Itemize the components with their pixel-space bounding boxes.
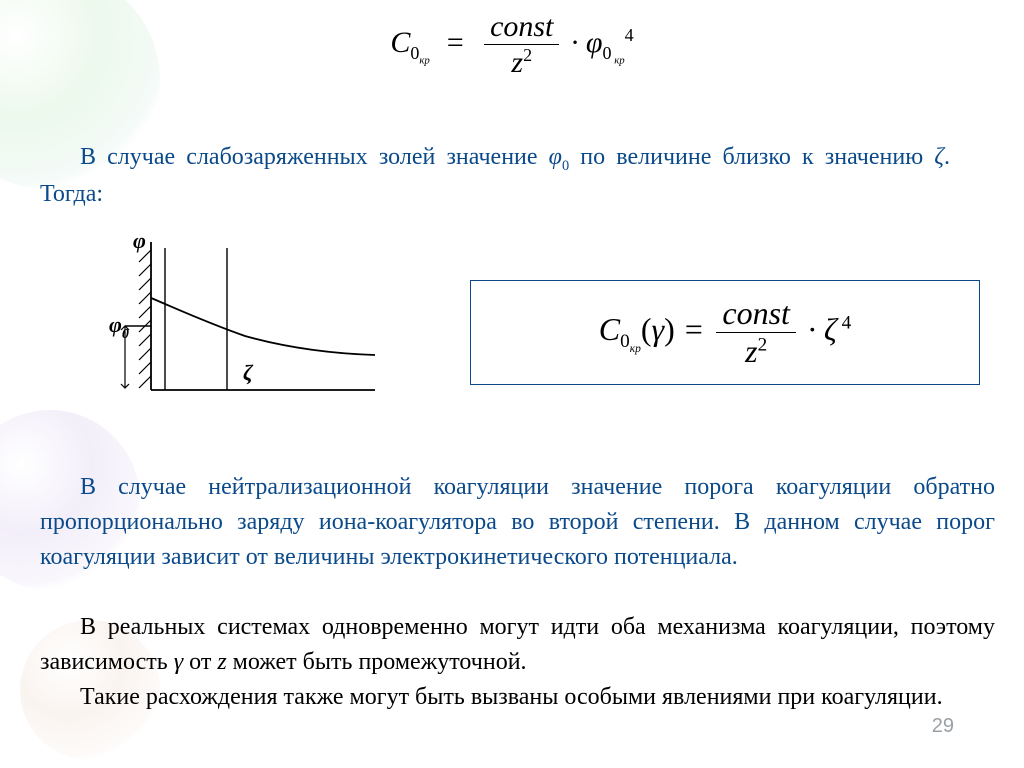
eq1-fraction: const z2 <box>484 10 559 80</box>
slide-page: C0кр = const z2 · φ0 кр4 В случае слабоз… <box>0 0 1024 768</box>
eq1-lhs-var: C <box>390 26 410 59</box>
eq1-den-var: z <box>511 46 523 79</box>
paragraph-2: В случае нейтрализационной коагуляции зн… <box>40 470 995 574</box>
graph-hatching <box>139 250 151 388</box>
eq1-den-pow: 2 <box>523 45 532 65</box>
graph-xlabel: ζ <box>243 360 254 385</box>
eq2-lhs-var: C <box>599 311 620 347</box>
p4-text: Такие расхождения также могут быть вызва… <box>80 684 943 710</box>
eq2-lhs-sub1: 0 <box>620 331 630 352</box>
potential-decay-graph: φ φ0 ζ <box>105 230 385 430</box>
p3-text-c: может быть промежуточной. <box>227 649 527 675</box>
eq2-frac-num: const <box>716 295 796 333</box>
eq1-frac-den: z2 <box>484 45 559 80</box>
eq2-den-pow: 2 <box>758 334 768 355</box>
graph-y0label-main: φ <box>109 312 122 337</box>
graph-decay-curve <box>151 298 375 355</box>
p1-zeta: ζ <box>934 144 944 170</box>
eq1-rhs-sub2: кр <box>612 54 625 66</box>
eq2-lhs-sub2: кр <box>630 343 641 355</box>
p3-gamma: γ <box>174 649 183 675</box>
paragraph-4: Такие расхождения также могут быть вызва… <box>40 680 995 715</box>
p1-text-b: по величине близко к значению <box>569 144 934 170</box>
eq2-frac-den: z2 <box>716 333 796 370</box>
equation-box: C0кр(γ) = const z2 · ζ 4 <box>470 280 980 385</box>
page-number: 29 <box>932 715 954 738</box>
eq2-arg-open: ( <box>641 311 652 347</box>
eq2-arg-var: γ <box>652 311 665 347</box>
eq2-rhs-var: ζ <box>824 311 837 347</box>
eq1-eq-sign: = <box>445 26 465 59</box>
eq2-den-var: z <box>745 333 757 369</box>
eq2-arg-close: ) <box>664 311 675 347</box>
equation-box-math: C0кр(γ) = const z2 · ζ 4 <box>599 311 852 347</box>
eq2-eq-sign: = <box>683 311 713 347</box>
paragraph-3: В реальных системах одновременно могут и… <box>40 610 995 680</box>
paragraph-1: В случае слабозаряженных золей значение … <box>40 140 950 211</box>
equation-top-math: C0кр = const z2 · φ0 кр4 <box>390 26 633 59</box>
eq1-lhs-sub1: 0 <box>410 43 419 63</box>
p2-text: В случае нейтрализационной коагуляции зн… <box>40 474 995 570</box>
eq1-frac-num: const <box>484 10 559 45</box>
eq2-rhs-pow: 4 <box>837 312 851 333</box>
eq1-dot: · <box>571 26 579 59</box>
eq1-rhs-pow: 4 <box>625 25 634 45</box>
p3-text-b: от <box>183 649 217 675</box>
eq1-lhs-sub2: кр <box>419 54 429 66</box>
graph-svg: φ φ0 ζ <box>105 230 385 420</box>
eq1-rhs-sub1: 0 <box>603 43 612 63</box>
graph-ylabel: φ <box>133 230 146 253</box>
eq2-fraction: const z2 <box>716 295 796 370</box>
p1-text-a: В случае слабозаряженных золей значение <box>80 144 549 170</box>
eq1-rhs-var: φ <box>586 26 603 59</box>
p1-phi: φ <box>549 144 562 170</box>
eq2-dot: · <box>808 311 816 347</box>
p3-z: z <box>217 649 226 675</box>
equation-box-wrap: C0кр(γ) = const z2 · ζ 4 <box>470 280 980 385</box>
equation-top: C0кр = const z2 · φ0 кр4 <box>0 10 1024 80</box>
